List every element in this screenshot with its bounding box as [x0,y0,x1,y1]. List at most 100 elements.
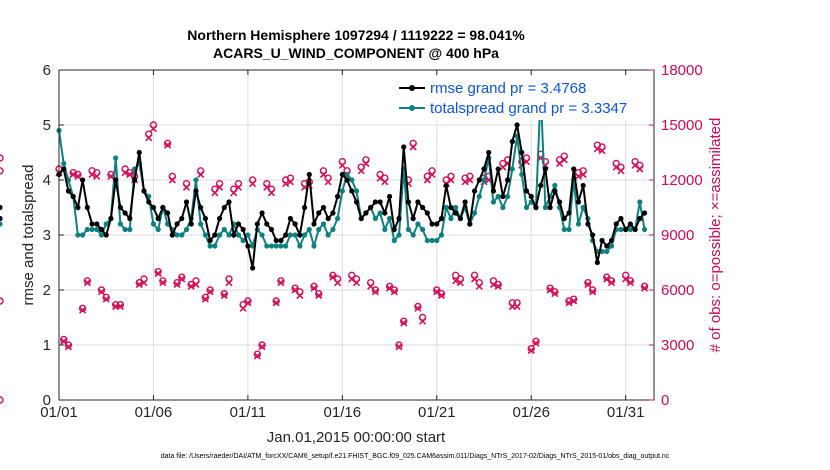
spread-point [637,199,643,205]
obs-assimilated-point [589,288,597,296]
spread-point [61,160,67,167]
rmse-point [84,204,90,211]
obs-possible-point [277,277,285,285]
obs-possible-point [640,282,649,291]
rmse-point [377,199,383,205]
rmse-point [604,243,610,249]
obs-assimilated-point [522,158,531,166]
rmse-point [297,232,303,238]
rmse-point [613,221,619,227]
rmse-point [65,188,72,194]
spread-point [297,243,303,249]
obs-assimilated-point [489,280,498,289]
obs-assimilated-point [456,279,464,287]
spread-point [490,199,497,205]
spread-point [481,177,487,183]
legend: rmse grand pr = 3.4768 totalspread grand… [393,76,648,120]
spread-point [372,215,378,222]
obs-assimilated-point [319,170,328,179]
obs-assimilated-point [64,343,73,351]
rmse-point [566,210,572,216]
spread-point [627,226,633,233]
rmse-point [283,232,289,238]
obs-possible-point [584,278,592,287]
rmse-point [335,193,341,200]
rmse-point [169,232,175,238]
rmse-point [80,177,86,183]
obs-possible-point [433,286,441,294]
rmse-point [415,199,421,205]
spread-point [264,243,270,249]
y2-tick-label: 0 [661,392,669,409]
obs-possible-point [385,282,394,291]
obs-possible-point [400,317,408,325]
rmse-point [259,210,265,216]
x-axis-label: Jan.01,2015 00:00:00 start [267,429,446,446]
rmse-point [183,199,190,205]
x-tick-label: 01/21 [418,404,456,421]
spread-point [424,237,430,244]
spread-point [386,215,393,222]
spread-point [405,226,412,233]
obs-possible-point [135,278,143,287]
obs-assimilated-point [258,343,266,351]
spread-point [240,237,246,244]
rmse-point [89,221,95,227]
obs-assimilated-point [249,180,257,188]
rmse-point [637,215,643,222]
rmse-point [165,210,171,216]
rmse-point [382,210,388,216]
y-tick-label: 0 [43,392,51,409]
rmse-point [70,193,76,200]
rmse-point [509,138,515,145]
obs-assimilated-point [617,167,625,175]
rmse-point [0,215,3,222]
rmse-point [254,221,260,227]
spread-point [339,188,345,194]
rmse-point [278,237,284,244]
obs-assimilated-point [598,147,606,155]
obs-assimilated-point [145,134,153,142]
obs-assimilated-point [225,279,233,287]
obs-assimilated-point [400,319,408,327]
obs-possible-point [201,293,210,302]
obs-assimilated-point [173,280,181,289]
obs-assimilated-point [164,141,172,149]
obs-assimilated-point [395,343,403,351]
obs-assimilated-point [206,288,214,296]
rmse-point [410,215,416,222]
spread-point [580,204,586,211]
spread-point [519,171,525,178]
obs-assimilated-point [584,280,592,289]
rmse-point [193,188,199,194]
chart-title: Northern Hemisphere 1097294 / 1119222 = … [187,27,525,43]
obs-assimilated-point [267,189,276,197]
rmse-point [330,210,336,216]
spread-point [443,204,449,211]
y-tick-label: 3 [43,227,51,244]
obs-possible-point [451,271,460,280]
obs-possible-point [291,284,299,292]
obs-possible-point [494,280,502,289]
obs-assimilated-point [83,279,91,287]
rmse-point [292,221,298,227]
rmse-point [547,204,553,211]
y-tick-label: 2 [43,282,51,299]
obs-possible-point [0,297,4,305]
obs-possible-point [187,280,195,289]
rmse-point [429,221,435,227]
spread-point [103,221,109,227]
spread-point [117,221,123,227]
spread-point [391,237,397,244]
rmse-point [122,210,128,216]
obs-assimilated-point [640,284,649,292]
rmse-point [500,193,506,200]
spread-point [301,232,308,238]
rmse-point [207,237,213,244]
rmse-point [103,232,109,238]
rmse-point [287,215,293,222]
obs-possible-point [126,168,134,177]
obs-possible-point [163,139,172,148]
rmse-point [523,188,530,194]
